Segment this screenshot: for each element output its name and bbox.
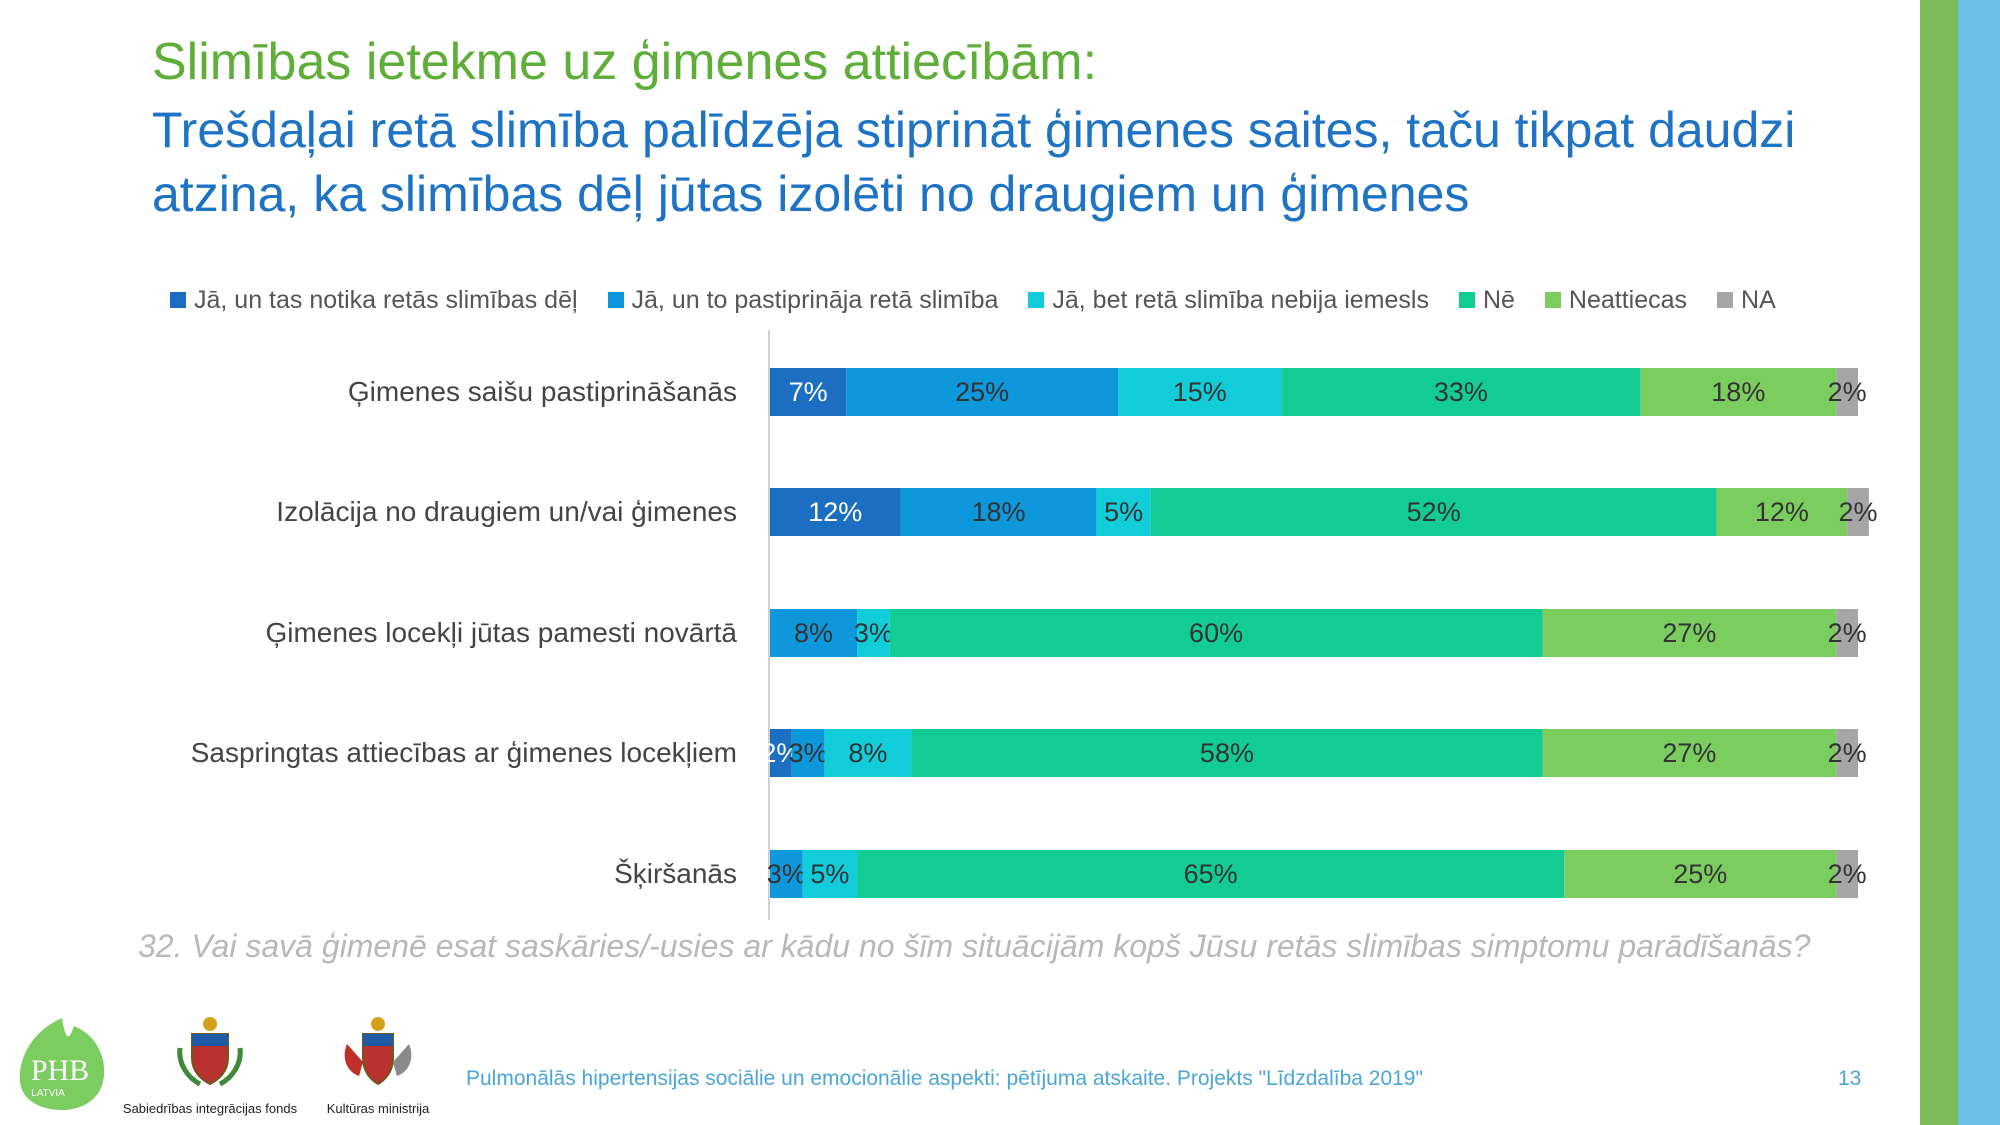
category-label: Ģimenes saišu pastiprināšanās	[348, 376, 737, 407]
bar-segment	[1150, 488, 1717, 536]
data-label: 2%	[1828, 377, 1867, 407]
legend-label: Jā, un tas notika retās slimības dēļ	[194, 285, 578, 314]
bar-segment	[770, 609, 858, 657]
data-label: 12%	[1755, 497, 1809, 527]
bar-segment	[770, 729, 792, 777]
legend-label: Jā, bet retā slimība nebija iemesls	[1052, 285, 1429, 314]
legend-label: Jā, un to pastiprināja retā slimība	[631, 285, 999, 314]
bar-segment	[770, 850, 803, 898]
bar-segment	[1542, 729, 1837, 777]
sif-logo: Sabiedrības integrācijas fonds	[110, 1014, 310, 1116]
data-label: 2%	[1828, 618, 1867, 648]
legend-swatch	[170, 292, 186, 308]
stacked-bar-chart: Ģimenes saišu pastiprināšanās 7% 25% 15% 33%…	[191, 330, 1878, 920]
category-label: Saspringtas attiecības ar ģimenes locekļ…	[191, 737, 737, 768]
sif-caption: Sabiedrības integrācijas fonds	[122, 1101, 298, 1116]
data-label: 58%	[1200, 738, 1254, 768]
bar-segment	[1847, 488, 1869, 536]
accent-bar-green	[1920, 0, 1958, 1125]
bar-segment	[1836, 368, 1858, 416]
legend-item: Jā, bet retā slimība nebija iemesls	[1028, 286, 1429, 315]
bar-segment	[1096, 488, 1151, 536]
accent-bar-blue	[1958, 0, 2000, 1125]
data-label: 8%	[848, 738, 887, 768]
bar-segment	[889, 609, 1543, 657]
bar-segment	[824, 729, 912, 777]
bar-segment	[1716, 488, 1848, 536]
data-label: 33%	[1434, 377, 1488, 407]
data-label: 27%	[1662, 738, 1716, 768]
bar-segment	[1836, 850, 1858, 898]
data-label: 7%	[789, 377, 828, 407]
legend-label: NA	[1741, 285, 1776, 314]
bar-segment	[1118, 368, 1282, 416]
slide-title: Slimības ietekme uz ģimenes attiecībām:	[152, 33, 1098, 91]
km-caption: Kultūras ministrija	[326, 1101, 430, 1116]
bar-segment	[802, 850, 858, 898]
data-label: 65%	[1184, 859, 1238, 889]
page-number: 13	[1838, 1067, 1862, 1090]
km-logo: Kultūras ministrija	[318, 1014, 438, 1116]
legend-swatch	[1458, 292, 1475, 308]
legend-swatch	[607, 292, 624, 308]
category-label: Ģimenes locekļi jūtas pamesti novārtā	[265, 617, 737, 648]
bar-segment	[1836, 609, 1858, 657]
data-label: 3%	[789, 738, 828, 768]
data-label: 2%	[1838, 497, 1877, 527]
chart-legend: Jā, un tas notika retās slimības dēļ Jā, …	[170, 283, 1806, 317]
data-label: 3%	[767, 859, 806, 889]
data-label: 27%	[1662, 618, 1716, 648]
footer-text: Pulmonālās hipertensijas sociālie un emo…	[466, 1067, 1423, 1090]
data-label: 18%	[1711, 377, 1765, 407]
bar-segment	[1281, 368, 1641, 416]
bar-segment	[1836, 729, 1858, 777]
legend-swatch	[1717, 292, 1734, 308]
bar-segment	[857, 850, 1565, 898]
legend-item: Jā, un to pastiprināja retā slimība	[607, 285, 999, 315]
legend-swatch	[1544, 292, 1561, 308]
data-label: 2%	[1828, 738, 1867, 768]
data-label: 2%	[1828, 859, 1867, 889]
bar-segment	[846, 368, 1119, 416]
svg-text:PHB: PHB	[31, 1054, 89, 1087]
data-label: 5%	[810, 859, 849, 889]
legend-label: Neattiecas	[1568, 285, 1688, 314]
bar-segment	[770, 368, 847, 416]
data-label: 12%	[808, 497, 862, 527]
legend-item: Neattiecas	[1544, 285, 1688, 315]
bar-segment	[900, 488, 1097, 536]
bar-segment	[911, 729, 1543, 777]
phb-logo: PHB LATVIA	[14, 1016, 110, 1117]
bar-segment	[791, 729, 825, 777]
legend-label: Nē	[1482, 285, 1515, 314]
data-label: 8%	[794, 618, 833, 648]
coat-of-arms-icon	[177, 1017, 243, 1087]
legend-item: NA	[1717, 286, 1776, 315]
bar-segment	[857, 609, 890, 657]
bar-segment	[1542, 609, 1837, 657]
data-label: 52%	[1407, 497, 1461, 527]
category-label: Izolācija no draugiem un/vai ģimenes	[276, 496, 737, 527]
svg-text:LATVIA: LATVIA	[31, 1088, 65, 1099]
data-label: 25%	[955, 377, 1009, 407]
data-label: 5%	[1104, 497, 1143, 527]
legend-item: Jā, un tas notika retās slimības dēļ	[170, 286, 578, 315]
data-label: 15%	[1173, 377, 1227, 407]
bar-segment	[770, 488, 901, 536]
survey-question: 32. Vai savā ģimenē esat saskāries/-usie…	[138, 928, 1811, 964]
data-label: 25%	[1673, 859, 1727, 889]
category-label: Šķiršanās	[614, 858, 737, 889]
legend-item: Nē	[1458, 285, 1515, 315]
bar-segment	[1564, 850, 1837, 898]
slide-subtitle: Trešdaļai retā slimība palīdzēja stiprin…	[152, 102, 1796, 222]
coat-of-arms-icon	[344, 1017, 412, 1086]
bar-segment	[1640, 368, 1837, 416]
legend-swatch	[1028, 292, 1045, 308]
data-label: 3%	[854, 618, 893, 648]
data-label: 18%	[971, 497, 1025, 527]
data-label: 60%	[1189, 618, 1243, 648]
